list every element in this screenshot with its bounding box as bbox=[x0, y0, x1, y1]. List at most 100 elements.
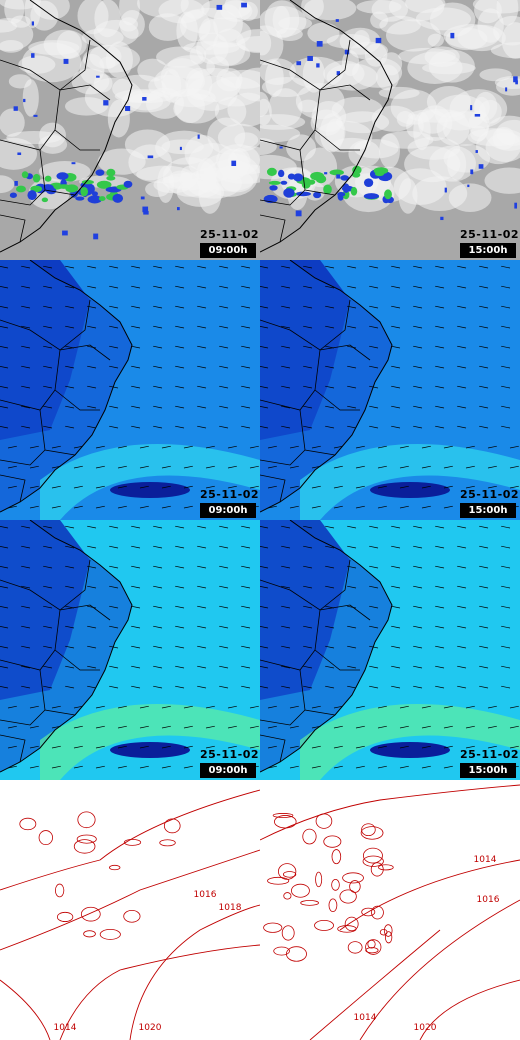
wind-arrow bbox=[43, 405, 53, 409]
cloud bbox=[38, 161, 91, 182]
wind-arrow bbox=[29, 445, 39, 449]
border bbox=[54, 89, 100, 151]
wind-arrow bbox=[241, 625, 251, 629]
wind-arrow bbox=[153, 385, 163, 389]
rain-cell bbox=[336, 71, 341, 76]
wind-arrow bbox=[175, 525, 185, 529]
wind-arrow bbox=[391, 305, 401, 309]
wind-arrow bbox=[391, 385, 401, 389]
wind-arrow bbox=[161, 485, 171, 489]
wind-arrow bbox=[487, 485, 497, 489]
rain-cell bbox=[17, 152, 22, 156]
wind-arrow bbox=[391, 665, 401, 669]
rain-cell bbox=[33, 114, 38, 117]
isobar bbox=[359, 899, 520, 1040]
wind-arrow bbox=[391, 285, 401, 289]
rain-cell bbox=[384, 189, 392, 200]
wind-arrow bbox=[95, 505, 105, 509]
cloud bbox=[380, 52, 403, 76]
wind-arrow bbox=[0, 526, 9, 529]
wind-arrow bbox=[139, 765, 149, 769]
wind-arrow bbox=[87, 425, 97, 429]
wind-arrow bbox=[355, 705, 365, 709]
isobar-contour bbox=[272, 813, 294, 818]
wind-arrow bbox=[413, 645, 423, 649]
rain-cell bbox=[41, 197, 49, 203]
isobar bbox=[260, 784, 520, 841]
rain-cell bbox=[474, 113, 481, 117]
rain-cell bbox=[363, 193, 380, 200]
wind-arrow bbox=[87, 685, 97, 689]
wind-arrow bbox=[95, 725, 105, 729]
wind-arrow bbox=[479, 345, 489, 349]
wind-arrow bbox=[479, 625, 489, 629]
wind-arrow bbox=[289, 765, 299, 769]
wind-arrow bbox=[501, 285, 511, 289]
wind-arrow bbox=[391, 325, 401, 329]
wind-arrow bbox=[391, 565, 401, 569]
wind-arrow bbox=[457, 665, 467, 669]
wind-arrow bbox=[73, 705, 83, 709]
wind-arrow bbox=[369, 565, 379, 569]
wind-arrow bbox=[303, 285, 313, 289]
wind-arrow bbox=[109, 685, 119, 689]
date-label: 25-11-02 bbox=[460, 228, 520, 241]
wind-arrow bbox=[369, 665, 379, 669]
wind-arrow bbox=[267, 725, 277, 729]
wind-arrow bbox=[51, 505, 61, 509]
wind-arrow bbox=[413, 365, 423, 369]
wind-arrow bbox=[369, 525, 379, 529]
wind-arrow bbox=[267, 485, 277, 489]
rain-cell bbox=[142, 206, 149, 213]
wind-arrow bbox=[65, 545, 75, 549]
wind-arrow bbox=[153, 405, 163, 409]
wind-arrow bbox=[87, 665, 97, 669]
wind-arrow bbox=[65, 665, 75, 669]
wind-arrow bbox=[369, 305, 379, 309]
rain-cell bbox=[71, 162, 76, 165]
wind-arrow bbox=[413, 685, 423, 689]
wind-arrow bbox=[325, 565, 335, 569]
wind-arrow bbox=[109, 665, 119, 669]
map-panel: 25-11-02 15:00h bbox=[260, 520, 520, 780]
rain-cell bbox=[352, 172, 361, 178]
wind-arrow bbox=[249, 705, 259, 709]
wind-arrow bbox=[131, 565, 141, 569]
wind-arrow bbox=[413, 525, 423, 529]
wind-arrow bbox=[260, 266, 269, 269]
wind-arrow bbox=[249, 465, 259, 469]
isobar-contour bbox=[267, 876, 290, 885]
border bbox=[59, 559, 91, 611]
wind-arrow bbox=[95, 465, 105, 469]
wind-arrow bbox=[457, 305, 467, 309]
border bbox=[319, 559, 351, 611]
wind-arrow bbox=[487, 725, 497, 729]
jet-band bbox=[300, 444, 520, 520]
wind-arrow bbox=[457, 545, 467, 549]
cloud bbox=[260, 25, 284, 65]
rain-cell bbox=[329, 169, 344, 176]
wind-arrow bbox=[29, 465, 39, 469]
wind-arrow bbox=[131, 425, 141, 429]
isobar-label: 1016 bbox=[194, 890, 217, 900]
wind-arrow bbox=[65, 685, 75, 689]
wind-arrow bbox=[21, 605, 31, 609]
wind-arrow bbox=[65, 325, 75, 329]
wind-arrow bbox=[161, 725, 171, 729]
wind-arrow bbox=[303, 325, 313, 329]
isobar-contour bbox=[384, 931, 393, 944]
wind-arrow bbox=[435, 685, 445, 689]
rain-cell bbox=[142, 97, 147, 101]
rain-cell bbox=[280, 180, 288, 185]
wind-arrow bbox=[369, 425, 379, 429]
wind-arrow bbox=[117, 765, 127, 769]
isobar-contour bbox=[278, 863, 297, 880]
wind-arrow bbox=[289, 505, 299, 509]
wind-arrow bbox=[325, 405, 335, 409]
wind-arrow bbox=[509, 485, 519, 489]
wind-arrow bbox=[399, 485, 409, 489]
rain-cell bbox=[316, 41, 323, 47]
wind-arrow bbox=[501, 345, 511, 349]
isobar-contour bbox=[339, 889, 357, 904]
